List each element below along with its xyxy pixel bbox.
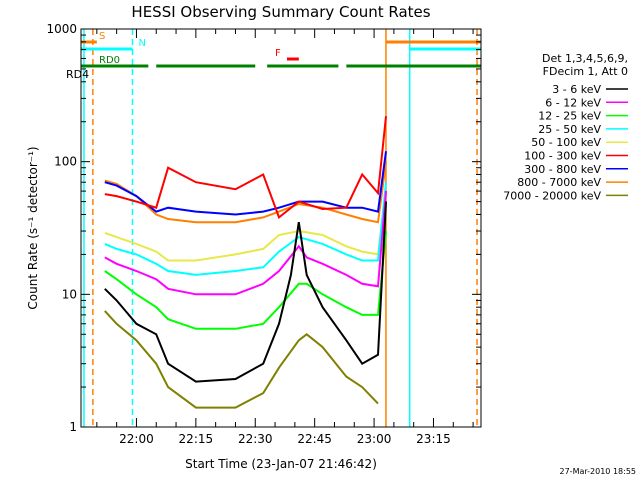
left-label: RD4 [66,68,89,81]
x-tick-label: 22:15 [179,432,214,446]
y-tick-label: 100 [54,155,77,169]
flag-n-label: N [138,38,145,49]
y-tick-label: 1 [69,420,77,434]
legend: Det 1,3,4,5,6,9,FDecim 1, Att 0 3 - 6 keV… [503,52,628,202]
series-line-0 [104,201,387,383]
legend-label-8: 7000 - 20000 keV [503,189,601,202]
legend-label-5: 100 - 300 keV [524,150,601,163]
series-line-4 [104,190,387,262]
series-line-3 [104,182,387,276]
footer-date: 27-Mar-2010 18:55 [560,467,637,476]
x-axis-label: Start Time (23-Jan-07 21:46:42) [185,457,377,471]
series-line-6 [104,151,387,216]
legend-label-6: 300 - 800 keV [524,163,601,176]
chart-title: HESSI Observing Summary Count Rates [131,3,430,21]
axis-ticks: 1 10 100 1000 22:00 22:15 22:30 22:45 23:00 23:15 [46,22,481,446]
legend-label-0: 3 - 6 keV [552,83,601,96]
series-line-5 [104,116,387,220]
plot-frame [80,28,482,428]
series-line-8 [104,310,379,409]
x-tick-label: 23:00 [357,432,392,446]
y-axis-label: Count Rate (s⁻¹ detector⁻¹) [26,146,40,309]
y-tick-label: 1000 [46,22,77,36]
flag-rd0-label: RD0 [99,55,120,66]
legend-label-7: 800 - 7000 keV [517,176,601,189]
x-tick-label: 22:30 [238,432,273,446]
legend-label-2: 12 - 25 keV [538,110,601,123]
series-line-2 [104,230,387,330]
flag-s-label: S [99,31,105,42]
legend-header-1: FDecim 1, Att 0 [543,65,628,78]
legend-label-3: 25 - 50 keV [538,123,601,136]
x-tick-label: 23:15 [416,432,451,446]
legend-label-1: 6 - 12 keV [545,96,601,109]
plot-area: S N F RD0 [81,29,481,427]
series-line-1 [104,191,387,296]
x-tick-label: 22:00 [119,432,154,446]
flag-f-label: F [275,48,281,59]
x-tick-label: 22:45 [297,432,332,446]
legend-label-4: 50 - 100 keV [531,136,601,149]
legend-header-0: Det 1,3,4,5,6,9, [542,52,628,65]
y-tick-label: 10 [62,287,77,301]
